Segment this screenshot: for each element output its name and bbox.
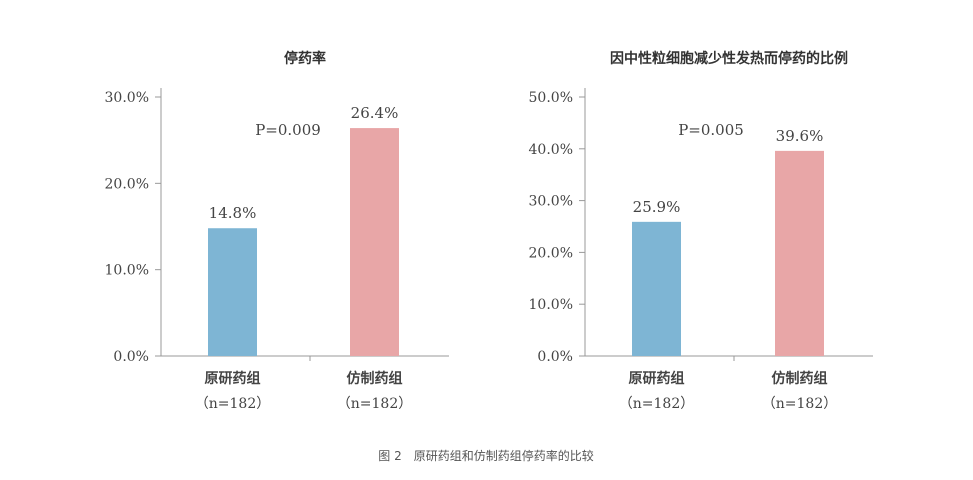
y-tick-label: 20.0% bbox=[529, 245, 573, 261]
y-tick-label: 30.0% bbox=[105, 90, 149, 106]
data-label: 14.8% bbox=[209, 204, 257, 222]
category-label: 仿制药组 bbox=[347, 370, 403, 387]
chart-title: 因中性粒细胞减少性发热而停药的比例 bbox=[610, 50, 848, 67]
bar-generic bbox=[775, 150, 824, 356]
y-tick-label: 20.0% bbox=[105, 176, 149, 192]
y-tick-label: 0.0% bbox=[113, 349, 149, 365]
category-label: 原研药组 bbox=[629, 370, 685, 387]
category-sublabel: （n=182） bbox=[195, 396, 270, 412]
bar-generic bbox=[350, 128, 399, 356]
data-label: 39.6% bbox=[776, 127, 824, 145]
p-value-annotation: P=0.005 bbox=[678, 121, 744, 139]
y-tick-label: 10.0% bbox=[105, 263, 149, 279]
category-sublabel: （n=182） bbox=[337, 396, 412, 412]
bar-original bbox=[632, 221, 681, 356]
y-tick-label: 0.0% bbox=[537, 349, 573, 365]
y-tick-label: 30.0% bbox=[529, 194, 573, 210]
y-tick-label: 10.0% bbox=[529, 297, 573, 313]
category-sublabel: （n=182） bbox=[762, 396, 837, 412]
p-value-annotation: P=0.009 bbox=[255, 121, 321, 139]
chart-title: 停药率 bbox=[284, 50, 326, 67]
data-label: 25.9% bbox=[633, 198, 681, 216]
y-tick-label: 50.0% bbox=[529, 90, 573, 106]
y-tick-label: 40.0% bbox=[529, 142, 573, 158]
category-label: 仿制药组 bbox=[772, 370, 828, 387]
category-sublabel: （n=182） bbox=[619, 396, 694, 412]
bar-original bbox=[208, 228, 257, 356]
data-label: 26.4% bbox=[351, 104, 399, 122]
category-label: 原研药组 bbox=[205, 370, 261, 387]
